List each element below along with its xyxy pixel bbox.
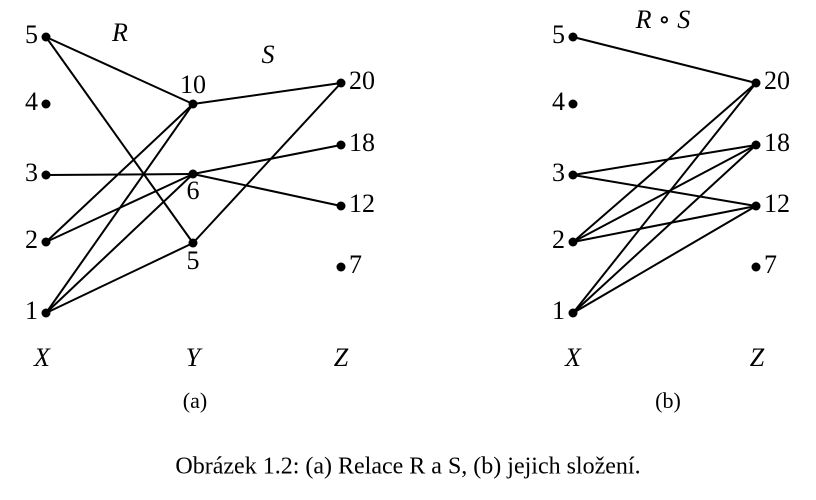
- node-label: 3: [552, 158, 565, 187]
- node-label: 1: [25, 296, 38, 325]
- panel-label: (b): [655, 388, 681, 413]
- node-label: 20: [764, 66, 790, 95]
- set-label: Y: [186, 343, 203, 372]
- node-label: 7: [764, 250, 777, 279]
- relation-label: R: [111, 18, 128, 47]
- node-label: 2: [25, 225, 38, 254]
- panel-title: R ∘ S: [635, 5, 691, 34]
- node-label: 18: [764, 128, 790, 157]
- node-label: 1: [552, 296, 565, 325]
- node-label: 5: [552, 20, 565, 49]
- node-label: 10: [180, 70, 206, 99]
- dots-b: [568, 32, 761, 318]
- caption: Obrázek 1.2: (a) Relace R a S, (b) jejic…: [175, 454, 640, 480]
- node-label: 20: [349, 66, 375, 95]
- relation-label: S: [262, 40, 275, 69]
- panel-label: (a): [183, 388, 207, 413]
- edges-a: [45, 36, 342, 314]
- node-label: 12: [349, 189, 375, 218]
- set-label: Z: [334, 343, 349, 372]
- set-label: X: [564, 343, 582, 372]
- dots-a: [41, 32, 346, 318]
- node-label: 4: [552, 87, 565, 116]
- edges-b: [572, 36, 757, 314]
- node-label: 18: [349, 128, 375, 157]
- node-label: 6: [187, 176, 200, 205]
- node-label: 3: [25, 158, 38, 187]
- set-label: Z: [750, 343, 765, 372]
- node-label: 5: [25, 20, 38, 49]
- node-label: 4: [25, 87, 38, 116]
- node-label: 7: [349, 250, 362, 279]
- set-label: X: [33, 343, 51, 372]
- node-label: 12: [764, 189, 790, 218]
- node-label: 5: [187, 246, 200, 275]
- node-label: 2: [552, 225, 565, 254]
